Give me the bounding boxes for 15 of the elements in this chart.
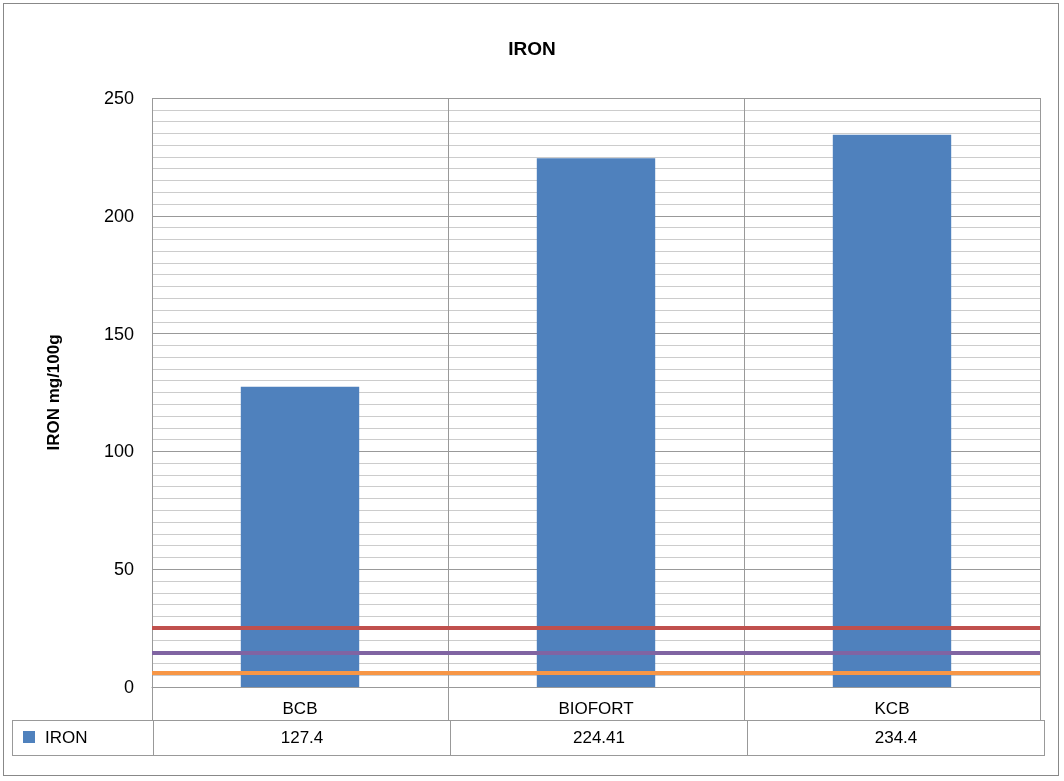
legend-label: IRON <box>45 728 88 747</box>
x-tick-label: BIOFORT <box>558 699 634 718</box>
y-axis-title: IRON mg/100g <box>44 334 63 451</box>
x-tick-label: BCB <box>282 699 318 718</box>
data-label: 224.41 <box>450 720 748 756</box>
y-tick-label: 50 <box>113 559 134 580</box>
y-tick-label: 100 <box>103 441 134 462</box>
x-tick-label: KCB <box>874 699 910 718</box>
data-label: 234.4 <box>747 720 1045 756</box>
y-tick-label: 0 <box>123 677 134 697</box>
data-label: 127.4 <box>153 720 451 756</box>
chart-title: IRON <box>508 38 556 59</box>
y-tick-label: 150 <box>103 323 134 344</box>
y-tick-label: 250 <box>103 88 134 108</box>
y-tick-label: 200 <box>103 205 134 226</box>
